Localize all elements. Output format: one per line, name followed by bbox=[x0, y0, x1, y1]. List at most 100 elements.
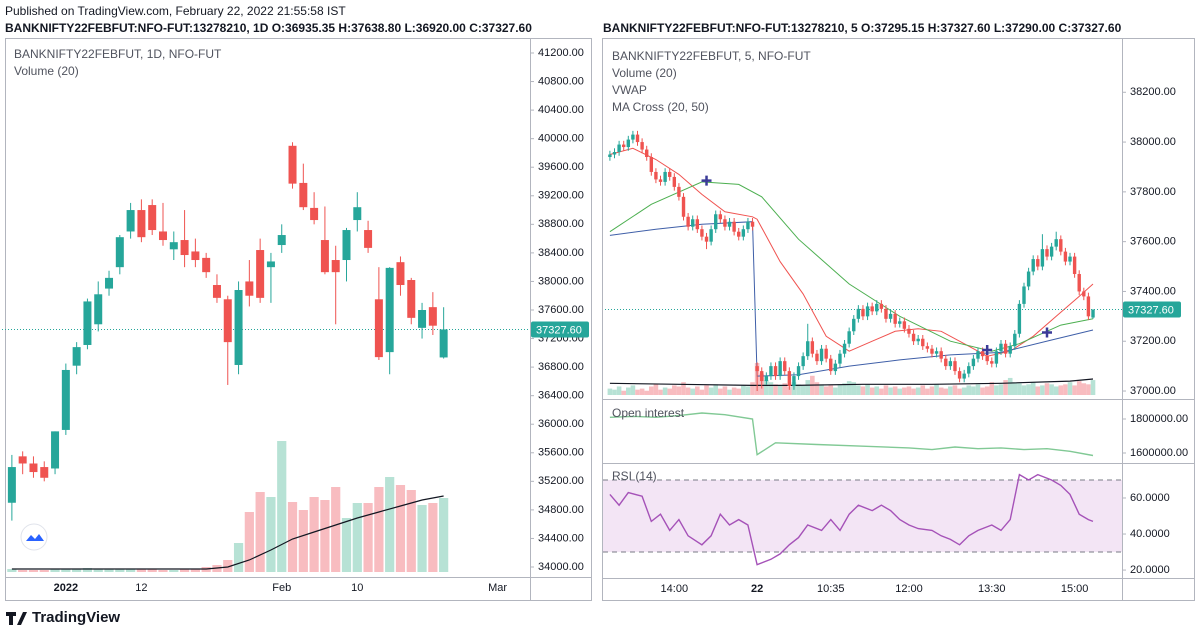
candle-body bbox=[180, 240, 189, 256]
candle-body bbox=[976, 351, 980, 359]
candle-body bbox=[760, 371, 764, 382]
y-tick-label: 40.0000 bbox=[1130, 528, 1170, 540]
volume-bar bbox=[1063, 384, 1068, 395]
candle-body bbox=[396, 262, 405, 286]
volume-bar bbox=[1040, 385, 1045, 395]
volume-bar bbox=[28, 570, 39, 572]
volume-bar bbox=[938, 387, 944, 395]
candle-body bbox=[939, 351, 943, 359]
volume-bar bbox=[975, 384, 981, 395]
volume-bar bbox=[925, 388, 930, 395]
candle-body bbox=[893, 313, 897, 324]
volume-bar bbox=[18, 570, 28, 572]
candle-body bbox=[732, 221, 736, 232]
volume-bar bbox=[782, 383, 788, 395]
ma-cross-marker bbox=[1042, 327, 1052, 338]
volume-bar bbox=[851, 382, 857, 395]
last-price-label: 37327.60 bbox=[536, 324, 582, 336]
pane-title: RSI (14) bbox=[612, 469, 657, 483]
y-tick-label: 37000.00 bbox=[1130, 385, 1176, 397]
candle-body bbox=[787, 371, 792, 387]
candle-body bbox=[310, 207, 319, 221]
volume-bar bbox=[1021, 385, 1027, 395]
candle-body bbox=[51, 431, 60, 469]
volume-bar bbox=[929, 386, 935, 395]
volume-bar bbox=[406, 490, 416, 572]
volume-ma-line bbox=[609, 378, 1094, 386]
volume-bar bbox=[915, 387, 921, 395]
right-frame bbox=[602, 38, 1195, 601]
y-tick-label: 39200.00 bbox=[538, 190, 584, 202]
volume-bar bbox=[667, 388, 673, 395]
indicator-label: VWAP bbox=[612, 83, 647, 97]
volume-bar bbox=[147, 569, 157, 572]
volume-bar bbox=[1076, 381, 1082, 395]
candle-body bbox=[746, 221, 750, 230]
left-symbol-header: BANKNIFTY22FEBFUT:NFO-FUT:13278210, 1D O… bbox=[5, 21, 532, 35]
volume-bar bbox=[1003, 380, 1008, 395]
volume-bar bbox=[713, 384, 719, 395]
volume-bar bbox=[439, 498, 449, 572]
volume-bar bbox=[309, 497, 319, 572]
candle-body bbox=[364, 230, 373, 248]
y-tick-label: 37400.00 bbox=[1130, 285, 1176, 297]
y-tick-label: 38000.00 bbox=[538, 275, 584, 287]
indicator-label: Volume (20) bbox=[14, 64, 79, 78]
volume-bar bbox=[846, 381, 852, 395]
volume-bar bbox=[750, 382, 755, 395]
candle-body bbox=[169, 242, 178, 250]
volume-bar bbox=[639, 388, 645, 395]
volume-bar bbox=[428, 503, 438, 572]
candle-body bbox=[7, 467, 16, 503]
volume-bar bbox=[865, 384, 870, 395]
candle-body bbox=[861, 308, 865, 317]
volume-bar bbox=[681, 382, 686, 395]
candle-body bbox=[61, 369, 70, 430]
volume-bar bbox=[764, 380, 769, 395]
candle-body bbox=[1054, 239, 1058, 247]
candle-body bbox=[1017, 303, 1022, 334]
candle-body bbox=[612, 152, 617, 155]
candle-body bbox=[320, 240, 329, 273]
volume-bar bbox=[341, 518, 352, 572]
chart-legend-title: BANKNIFTY22FEBFUT, 5, NFO-FUT bbox=[612, 49, 811, 63]
candle-body bbox=[256, 250, 265, 298]
volume-bar bbox=[828, 385, 834, 395]
candle-body bbox=[654, 171, 658, 180]
y-tick-label: 20.0000 bbox=[1130, 564, 1170, 576]
candle-body bbox=[1026, 271, 1031, 287]
candle-body bbox=[418, 309, 427, 328]
indicator-label: Volume (20) bbox=[612, 66, 677, 80]
indicator-label: MA Cross (20, 50) bbox=[612, 100, 709, 114]
volume-bar bbox=[998, 384, 1004, 395]
y-tick-label: 37800.00 bbox=[1130, 186, 1176, 198]
volume-bar bbox=[966, 385, 972, 395]
candle-body bbox=[888, 313, 893, 319]
candle-body bbox=[672, 176, 677, 187]
candle-body bbox=[115, 237, 124, 268]
candle-body bbox=[663, 171, 667, 182]
candle-body bbox=[29, 463, 38, 473]
y-tick-label: 41200.00 bbox=[538, 47, 584, 59]
candle-body bbox=[930, 348, 934, 354]
candle-body bbox=[907, 328, 911, 334]
volume-bar bbox=[653, 384, 659, 395]
last-price-tag bbox=[531, 321, 589, 338]
candle-body bbox=[741, 229, 746, 237]
published-line: Published on TradingView.com, February 2… bbox=[5, 4, 346, 18]
candle-body bbox=[1082, 291, 1086, 297]
y-tick-label: 39600.00 bbox=[538, 161, 584, 173]
volume-bar bbox=[190, 569, 200, 572]
y-tick-label: 34800.00 bbox=[538, 504, 584, 516]
y-tick-label: 1600000.00 bbox=[1130, 447, 1188, 459]
candle-body bbox=[645, 149, 649, 158]
pane-title: Open interest bbox=[612, 406, 685, 420]
candle-body bbox=[617, 144, 621, 153]
volume-ma-line bbox=[11, 495, 444, 570]
volume-bar bbox=[649, 386, 654, 395]
volume-bar bbox=[819, 384, 824, 395]
candle-body bbox=[1045, 249, 1049, 257]
candle-body bbox=[962, 373, 966, 379]
volume-bar bbox=[920, 385, 926, 395]
